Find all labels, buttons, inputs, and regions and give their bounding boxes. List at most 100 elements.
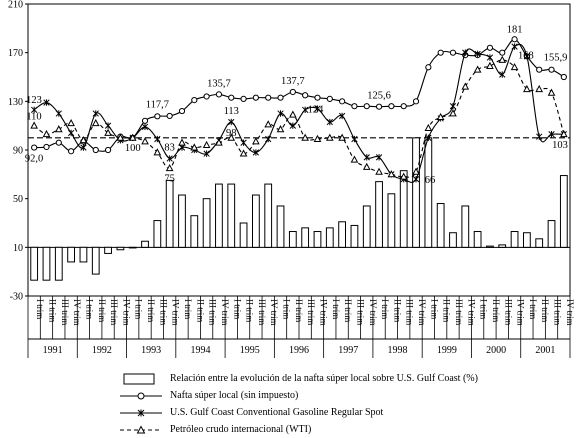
point-triangle (79, 136, 88, 144)
point-circle (339, 98, 346, 105)
year-label: 2000 (486, 345, 506, 356)
bar (325, 227, 334, 248)
point-circle (375, 103, 383, 110)
bar (461, 205, 470, 248)
point-triangle (42, 129, 51, 138)
point-triangle (67, 118, 75, 127)
point-circle (55, 139, 62, 146)
point-circle (166, 112, 173, 120)
point-star (302, 106, 309, 114)
bar (473, 231, 482, 248)
bar (141, 240, 149, 248)
point-circle (265, 94, 272, 101)
point-circle (43, 143, 50, 151)
point-star (31, 106, 38, 114)
bar (116, 246, 125, 251)
point-star (203, 150, 210, 157)
point-triangle (510, 63, 519, 71)
quarter-label: II trim (195, 299, 205, 322)
point-triangle (252, 137, 260, 145)
quarter-label: II trim (294, 299, 304, 322)
y-tick-label: 90 (13, 146, 23, 157)
point-triangle (165, 163, 174, 172)
bar (449, 232, 457, 248)
point-circle (240, 95, 247, 103)
point-circle (536, 66, 543, 73)
quarter-label: IV trim (121, 299, 131, 326)
legend-item-wti: Petróleo crudo internacional (WTI) (118, 421, 558, 438)
quarter-label: III trim (109, 299, 119, 325)
legend-item-gulf: U.S. Gulf Coast Conventional Gasoline Re… (118, 404, 558, 421)
point-triangle (264, 120, 273, 128)
point-triangle (202, 140, 211, 149)
point-circle (511, 36, 518, 43)
quarter-label: III trim (503, 299, 513, 325)
point-circle (548, 66, 555, 73)
data-label: 75 (164, 173, 175, 184)
bar (498, 244, 507, 248)
bar (276, 205, 285, 248)
point-triangle (313, 134, 322, 142)
quarter-label: II trim (540, 299, 550, 322)
point-star (548, 130, 555, 138)
bar (547, 220, 556, 248)
bar (486, 245, 494, 248)
y-tick-label: 170 (8, 48, 23, 59)
point-triangle (473, 65, 482, 73)
year-label: 1992 (92, 345, 112, 356)
series-circle (31, 36, 567, 155)
point-triangle (486, 61, 494, 69)
legend-label-wti: Petróleo crudo internacional (WTI) (170, 424, 312, 435)
legend-label-bars: Relación entre la evolución de la nafta … (170, 373, 478, 384)
point-star (228, 118, 235, 126)
quarter-label: IV trim (417, 299, 427, 326)
quarter-label: IV trim (318, 299, 328, 326)
point-star (474, 50, 481, 58)
data-label: 181 (507, 24, 523, 35)
y-tick-label: 130 (8, 97, 23, 108)
bar (79, 246, 88, 263)
bar (338, 221, 347, 248)
year-label: 1997 (338, 345, 358, 356)
quarter-label: III trim (60, 299, 70, 325)
data-label: 137,7 (281, 76, 305, 87)
point-star (425, 134, 432, 142)
point-triangle (547, 88, 556, 96)
point-triangle (523, 84, 531, 93)
data-label: 100 (125, 143, 141, 154)
quarter-label: II trim (97, 299, 107, 322)
legend-label-gulf: U.S. Gulf Coast Conventional Gasoline Re… (170, 407, 384, 418)
y-tick-label: -30 (10, 292, 23, 303)
bar (362, 205, 371, 248)
bar (178, 194, 186, 248)
series-star (31, 43, 567, 183)
point-triangle (560, 129, 568, 138)
quarter-label: I trim (331, 299, 341, 319)
y-tick-label: 10 (13, 243, 23, 254)
line-series (30, 36, 568, 183)
point-circle (314, 94, 321, 101)
point-circle (154, 113, 161, 120)
point-triangle (375, 167, 383, 175)
bar (202, 198, 211, 248)
point-triangle (325, 133, 334, 141)
quarter-label: II trim (146, 299, 156, 322)
legend-triangle-line-swatch (120, 424, 162, 433)
bar (399, 170, 408, 248)
point-star (265, 135, 272, 143)
quarter-label: I trim (232, 299, 242, 319)
point-star (141, 123, 149, 131)
point-circle (437, 49, 444, 56)
point-star (314, 105, 321, 112)
point-triangle (449, 109, 457, 117)
quarter-label: III trim (306, 299, 316, 325)
year-label: 1993 (141, 345, 161, 356)
point-circle (215, 91, 223, 98)
point-star (43, 99, 50, 106)
point-star (351, 135, 358, 143)
point-triangle (387, 170, 396, 178)
bar (215, 183, 223, 248)
bar (264, 183, 273, 248)
point-circle (363, 103, 370, 110)
bar (424, 137, 433, 248)
